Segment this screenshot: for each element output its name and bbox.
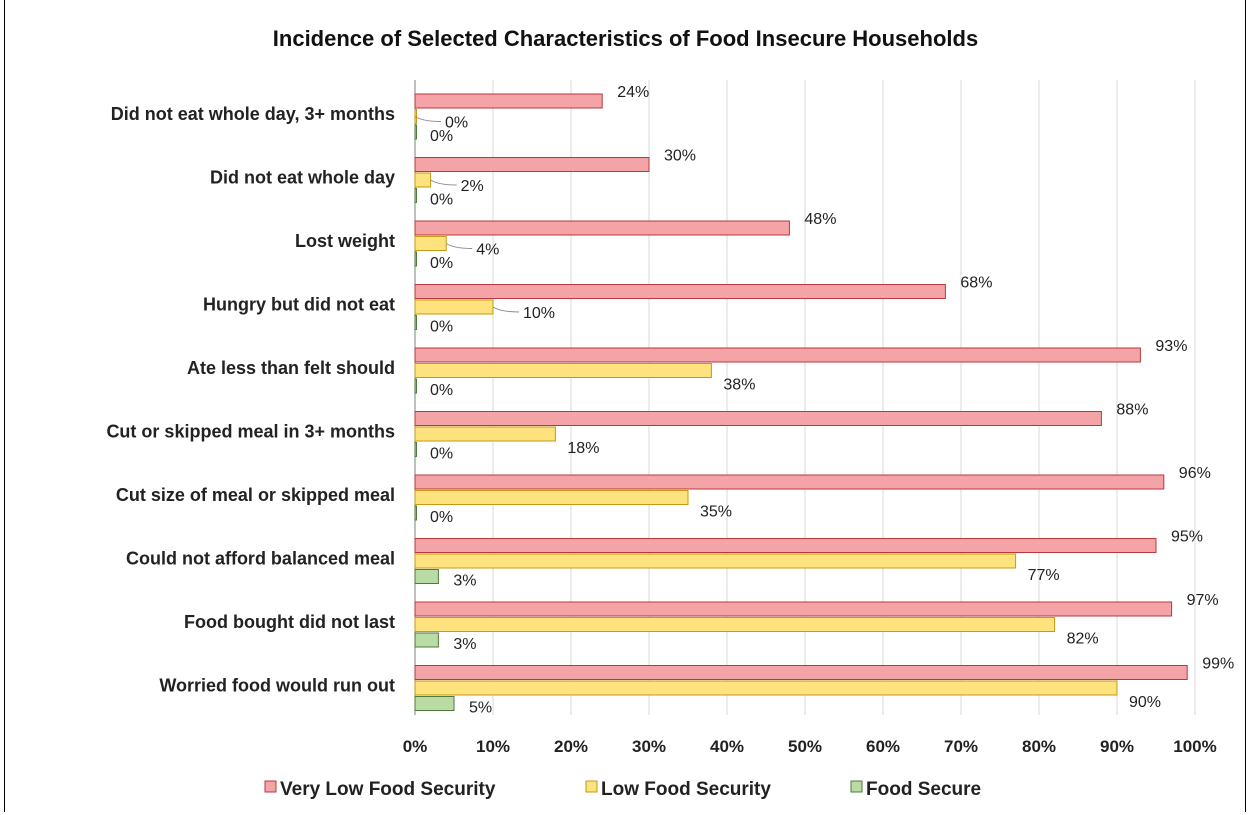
bar	[414, 363, 712, 378]
category-label: Lost weight	[295, 231, 395, 251]
data-labels: 24%0%0%30%2%0%48%4%0%68%10%0%93%38%0%88%…	[430, 84, 1234, 717]
bar	[414, 490, 689, 505]
bar	[414, 569, 439, 584]
chart-frame	[4, 0, 1246, 812]
data-label: 0%	[430, 319, 453, 336]
bar	[414, 378, 417, 394]
data-label: 0%	[430, 382, 453, 399]
data-label: 0%	[430, 128, 453, 145]
legend-swatch	[264, 780, 277, 793]
bar	[414, 601, 1173, 617]
leader-line	[414, 116, 442, 122]
bar	[414, 680, 1118, 696]
legend-swatch	[850, 780, 863, 793]
bar	[414, 696, 455, 711]
data-label: 93%	[1155, 338, 1187, 355]
data-label: 10%	[523, 305, 555, 322]
x-tick-label: 60%	[866, 737, 900, 756]
data-label: 2%	[461, 178, 484, 195]
legend-label: Very Low Food Security	[280, 779, 496, 800]
legend-label: Food Secure	[866, 779, 981, 800]
x-tick-label: 10%	[476, 737, 510, 756]
x-axis-ticks: 0% 10% 20% 30% 40% 50% 60% 70% 80% 90% 100%	[403, 737, 1217, 756]
data-label: 0%	[430, 192, 453, 209]
data-label: 95%	[1171, 529, 1203, 546]
leader-line	[445, 243, 473, 249]
bar	[414, 632, 439, 648]
bar	[414, 220, 790, 236]
category-label: Worried food would run out	[159, 676, 395, 696]
x-tick-label: 20%	[554, 737, 588, 756]
category-label: Ate less than felt should	[187, 358, 395, 378]
bar	[414, 474, 1165, 490]
data-label: 97%	[1187, 592, 1219, 609]
x-tick-label: 40%	[710, 737, 744, 756]
legend: Very Low Food Security Low Food Security F…	[264, 779, 981, 800]
data-label: 0%	[430, 446, 453, 463]
bar	[414, 124, 417, 140]
data-label: 3%	[453, 636, 476, 653]
data-label: 18%	[567, 440, 599, 457]
bar	[414, 236, 447, 251]
leader-lines	[414, 116, 520, 313]
category-labels: Did not eat whole day, 3+ months Did not …	[106, 104, 395, 696]
bar	[414, 188, 417, 203]
bar	[414, 315, 417, 330]
bar	[414, 157, 650, 172]
x-tick-label: 70%	[944, 737, 978, 756]
data-label: 3%	[453, 573, 476, 590]
bar	[414, 538, 1157, 553]
bars	[414, 93, 1188, 711]
legend-swatch	[585, 780, 598, 793]
x-tick-label: 80%	[1022, 737, 1056, 756]
data-label: 5%	[469, 700, 492, 717]
x-tick-label: 50%	[788, 737, 822, 756]
chart-title: Incidence of Selected Characteristics of…	[272, 26, 979, 51]
data-label: 0%	[430, 255, 453, 272]
data-label: 35%	[700, 504, 732, 521]
data-label: 68%	[960, 275, 992, 292]
leader-line	[492, 306, 520, 313]
bar	[414, 426, 556, 442]
bar	[414, 93, 603, 109]
category-label: Cut size of meal or skipped meal	[116, 485, 395, 505]
bar	[414, 172, 432, 188]
data-label: 0%	[430, 509, 453, 526]
x-tick-label: 100%	[1173, 737, 1216, 756]
data-label: 96%	[1179, 465, 1211, 482]
data-label: 77%	[1028, 567, 1060, 584]
leader-line	[430, 179, 457, 186]
data-label: 99%	[1202, 656, 1234, 673]
x-tick-label: 90%	[1100, 737, 1134, 756]
bar	[414, 505, 417, 521]
data-label: 0%	[445, 115, 468, 132]
data-label: 24%	[617, 84, 649, 101]
data-label: 88%	[1116, 402, 1148, 419]
bar	[414, 665, 1188, 680]
legend-label: Low Food Security	[601, 779, 771, 800]
bar	[414, 299, 494, 315]
category-label: Food bought did not last	[184, 612, 395, 632]
bar	[414, 411, 1102, 426]
bar	[414, 284, 946, 299]
x-tick-label: 0%	[403, 737, 428, 756]
data-label: 38%	[723, 377, 755, 394]
data-label: 82%	[1067, 631, 1099, 648]
category-label: Cut or skipped meal in 3+ months	[106, 422, 395, 442]
category-label: Did not eat whole day	[210, 168, 395, 188]
data-label: 4%	[476, 242, 499, 259]
bar	[414, 617, 1056, 632]
data-label: 90%	[1129, 694, 1161, 711]
bar	[414, 251, 417, 267]
bar	[414, 553, 1017, 569]
bar	[414, 347, 1141, 363]
data-label: 30%	[664, 148, 696, 165]
category-label: Could not afford balanced meal	[126, 549, 395, 569]
data-label: 48%	[804, 211, 836, 228]
category-label: Hungry but did not eat	[203, 295, 395, 315]
bar	[414, 442, 417, 457]
category-label: Did not eat whole day, 3+ months	[111, 104, 395, 124]
x-tick-label: 30%	[632, 737, 666, 756]
